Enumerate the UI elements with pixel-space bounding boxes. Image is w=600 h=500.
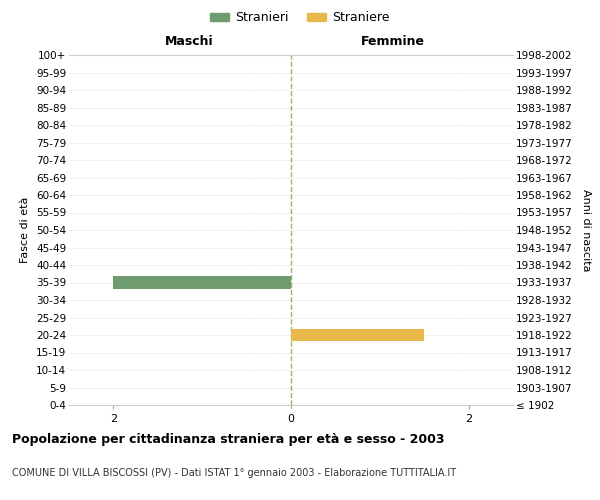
Text: Maschi: Maschi	[164, 35, 213, 48]
Text: COMUNE DI VILLA BISCOSSI (PV) - Dati ISTAT 1° gennaio 2003 - Elaborazione TUTTIT: COMUNE DI VILLA BISCOSSI (PV) - Dati IST…	[12, 468, 456, 477]
Text: Femmine: Femmine	[361, 35, 425, 48]
Y-axis label: Fasce di età: Fasce di età	[20, 197, 31, 263]
Text: Popolazione per cittadinanza straniera per età e sesso - 2003: Popolazione per cittadinanza straniera p…	[12, 432, 445, 446]
Y-axis label: Anni di nascita: Anni di nascita	[581, 188, 591, 271]
Bar	[113, 276, 291, 289]
Legend: Stranieri, Straniere: Stranieri, Straniere	[205, 6, 395, 29]
Bar	[291, 328, 424, 342]
